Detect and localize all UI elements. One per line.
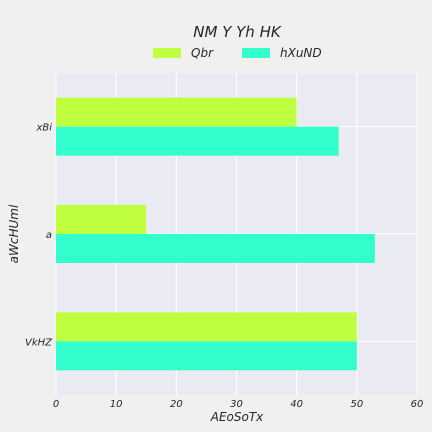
legend: Qbr hXuND xyxy=(153,46,322,60)
bar-hxund-vkhz xyxy=(56,341,357,371)
chart-title: NM Y Yh HK xyxy=(193,23,282,41)
x-tick-labels: 0 10 20 30 40 50 60 xyxy=(53,399,424,410)
legend-label-hxund: hXuND xyxy=(280,46,322,60)
bar-qbr-xbi xyxy=(56,97,297,127)
bar-qbr-a xyxy=(56,205,147,234)
bar-hxund-a xyxy=(56,234,375,263)
x-tick-label: 20 xyxy=(170,399,183,410)
y-tick-label: xBi xyxy=(35,123,52,134)
legend-label-qbr: Qbr xyxy=(191,46,214,60)
x-tick-label: 60 xyxy=(411,399,424,410)
y-axis-label: aWcHUml xyxy=(7,204,21,263)
x-axis-label: AEoSoTx xyxy=(210,410,264,424)
y-tick-labels: xBi a VkHZ xyxy=(25,123,53,349)
bar-qbr-vkhz xyxy=(56,312,357,342)
x-tick-label: 40 xyxy=(290,399,303,410)
x-tick-label: 0 xyxy=(53,399,59,410)
bars xyxy=(56,97,375,371)
legend-swatch-qbr xyxy=(153,48,181,58)
y-tick-label: VkHZ xyxy=(25,337,53,348)
x-tick-label: 50 xyxy=(350,399,363,410)
x-tick-label: 30 xyxy=(230,399,243,410)
legend-swatch-hxund xyxy=(242,48,270,58)
y-tick-label: a xyxy=(46,230,52,241)
bar-hxund-xbi xyxy=(56,126,339,156)
x-tick-label: 10 xyxy=(110,399,123,410)
